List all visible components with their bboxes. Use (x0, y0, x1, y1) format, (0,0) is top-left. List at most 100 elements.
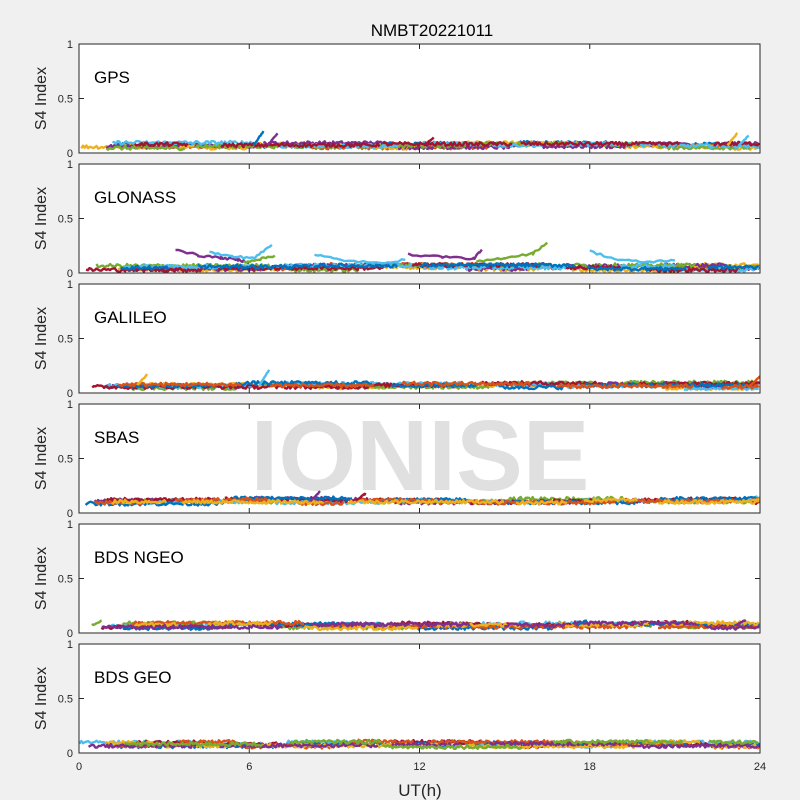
peak-trace-0 (91, 619, 102, 627)
satellite-trace (207, 620, 273, 627)
y-axis-label: S4 Index (33, 307, 50, 370)
y-axis-label: S4 Index (33, 427, 50, 490)
panel-glonass: 0 0.5 1 S4 Index GLONASS (33, 159, 761, 280)
y-axis-label: S4 Index (33, 187, 50, 250)
satellite-trace (552, 738, 684, 745)
glonass-arc-3 (314, 253, 406, 265)
satellite-trace (313, 262, 398, 269)
series-group (80, 130, 760, 152)
panel-bds-ngeo: 0 0.5 1 S4 Index BDS NGEO (33, 519, 761, 640)
series-group (91, 369, 760, 392)
panel-galileo: 0 0.5 1 S4 Index GALILEO (33, 279, 761, 400)
peak-trace-4 (737, 134, 750, 147)
plot-area (79, 164, 760, 273)
satellite-trace (382, 140, 513, 148)
satellite-trace (401, 380, 531, 387)
satellite-trace (627, 742, 760, 750)
x-tick-label: 18 (584, 761, 596, 773)
series-group (91, 619, 760, 632)
panel-label: BDS GEO (94, 668, 171, 687)
satellite-trace (220, 142, 381, 149)
glonass-arc-1 (209, 243, 273, 260)
y-tick-label: 1 (67, 159, 73, 171)
panel-gps: 0 0.5 1 S4 Index GPS (33, 39, 761, 160)
x-tick-label: 12 (413, 761, 425, 773)
y-tick-label: 0.5 (58, 334, 73, 346)
peak-trace-0 (136, 373, 149, 386)
satellite-trace (204, 144, 251, 151)
peak-trace-0 (309, 490, 321, 503)
y-tick-label: 0.5 (58, 694, 73, 706)
satellite-trace (704, 624, 760, 631)
satellite-trace (134, 621, 179, 628)
plot-area (79, 644, 760, 753)
peak-trace-3 (726, 132, 739, 147)
peak-trace-1 (355, 492, 367, 502)
satellite-trace (181, 498, 325, 505)
y-axis-label: S4 Index (33, 67, 50, 130)
panel-label: GLONASS (94, 188, 176, 207)
satellite-trace (269, 382, 375, 389)
y-tick-label: 1 (67, 279, 73, 291)
peak-trace-2 (735, 619, 747, 627)
y-tick-label: 1 (67, 39, 73, 51)
peak-trace-1 (576, 619, 588, 627)
glonass-arc-4 (407, 248, 483, 261)
satellite-trace (302, 624, 419, 632)
plot-area (79, 284, 760, 393)
satellite-trace (503, 622, 567, 629)
satellite-trace (645, 267, 740, 273)
y-tick-label: 0 (67, 148, 73, 160)
y-tick-label: 1 (67, 639, 73, 651)
satellite-trace (520, 140, 680, 148)
satellite-trace (657, 498, 760, 505)
satellite-trace (498, 384, 565, 391)
x-tick-label: 24 (754, 761, 766, 773)
y-tick-label: 0.5 (58, 214, 73, 226)
satellite-trace (87, 742, 197, 749)
series-group (79, 738, 760, 750)
x-tick-label: 6 (246, 761, 252, 773)
satellite-trace (382, 743, 523, 750)
panel-bds-geo: 0 0.5 1 0 6 12 18 24 S4 Index BDS GEO (33, 639, 766, 773)
satellite-trace (515, 499, 568, 506)
satellite-trace (197, 263, 313, 270)
satellite-trace (720, 383, 760, 390)
peak-trace-2 (749, 497, 760, 503)
satellite-trace (310, 621, 471, 628)
satellite-trace (347, 498, 505, 505)
y-tick-label: 0 (67, 508, 73, 520)
satellite-trace (85, 266, 203, 273)
peak-trace-1 (266, 132, 279, 146)
satellite-trace (112, 139, 257, 146)
figure-title: NMBT20221011 (371, 21, 494, 40)
satellite-trace (586, 265, 687, 272)
panel-label: GALILEO (94, 308, 167, 327)
y-tick-label: 0.5 (58, 574, 73, 586)
glonass-arc-5 (475, 241, 549, 263)
y-tick-label: 0 (67, 268, 73, 280)
panels: 0 0.5 1 S4 Index GPS 0 0.5 1 S4 Index GLONASS 0 0.5… (33, 39, 766, 773)
y-tick-label: 0.5 (58, 94, 73, 106)
satellite-trace (708, 739, 759, 745)
satellite-trace (647, 620, 698, 627)
series-group (84, 490, 760, 507)
y-tick-label: 0.5 (58, 454, 73, 466)
series-group (85, 241, 760, 273)
panel-label: GPS (94, 68, 130, 87)
satellite-trace (105, 144, 185, 152)
glonass-arc-6 (589, 249, 676, 264)
peak-trace-2 (423, 136, 435, 147)
satellite-trace (231, 495, 353, 502)
peak-trace-0 (252, 130, 265, 147)
satellite-trace (655, 495, 759, 502)
satellite-trace (222, 496, 270, 503)
satellite-trace (556, 383, 694, 390)
plot-area (79, 524, 760, 633)
y-axis-label: S4 Index (33, 547, 50, 610)
panel-label: BDS NGEO (94, 548, 184, 567)
x-tick-label: 0 (76, 761, 82, 773)
satellite-trace (219, 742, 379, 749)
peak-trace-1 (258, 369, 271, 386)
